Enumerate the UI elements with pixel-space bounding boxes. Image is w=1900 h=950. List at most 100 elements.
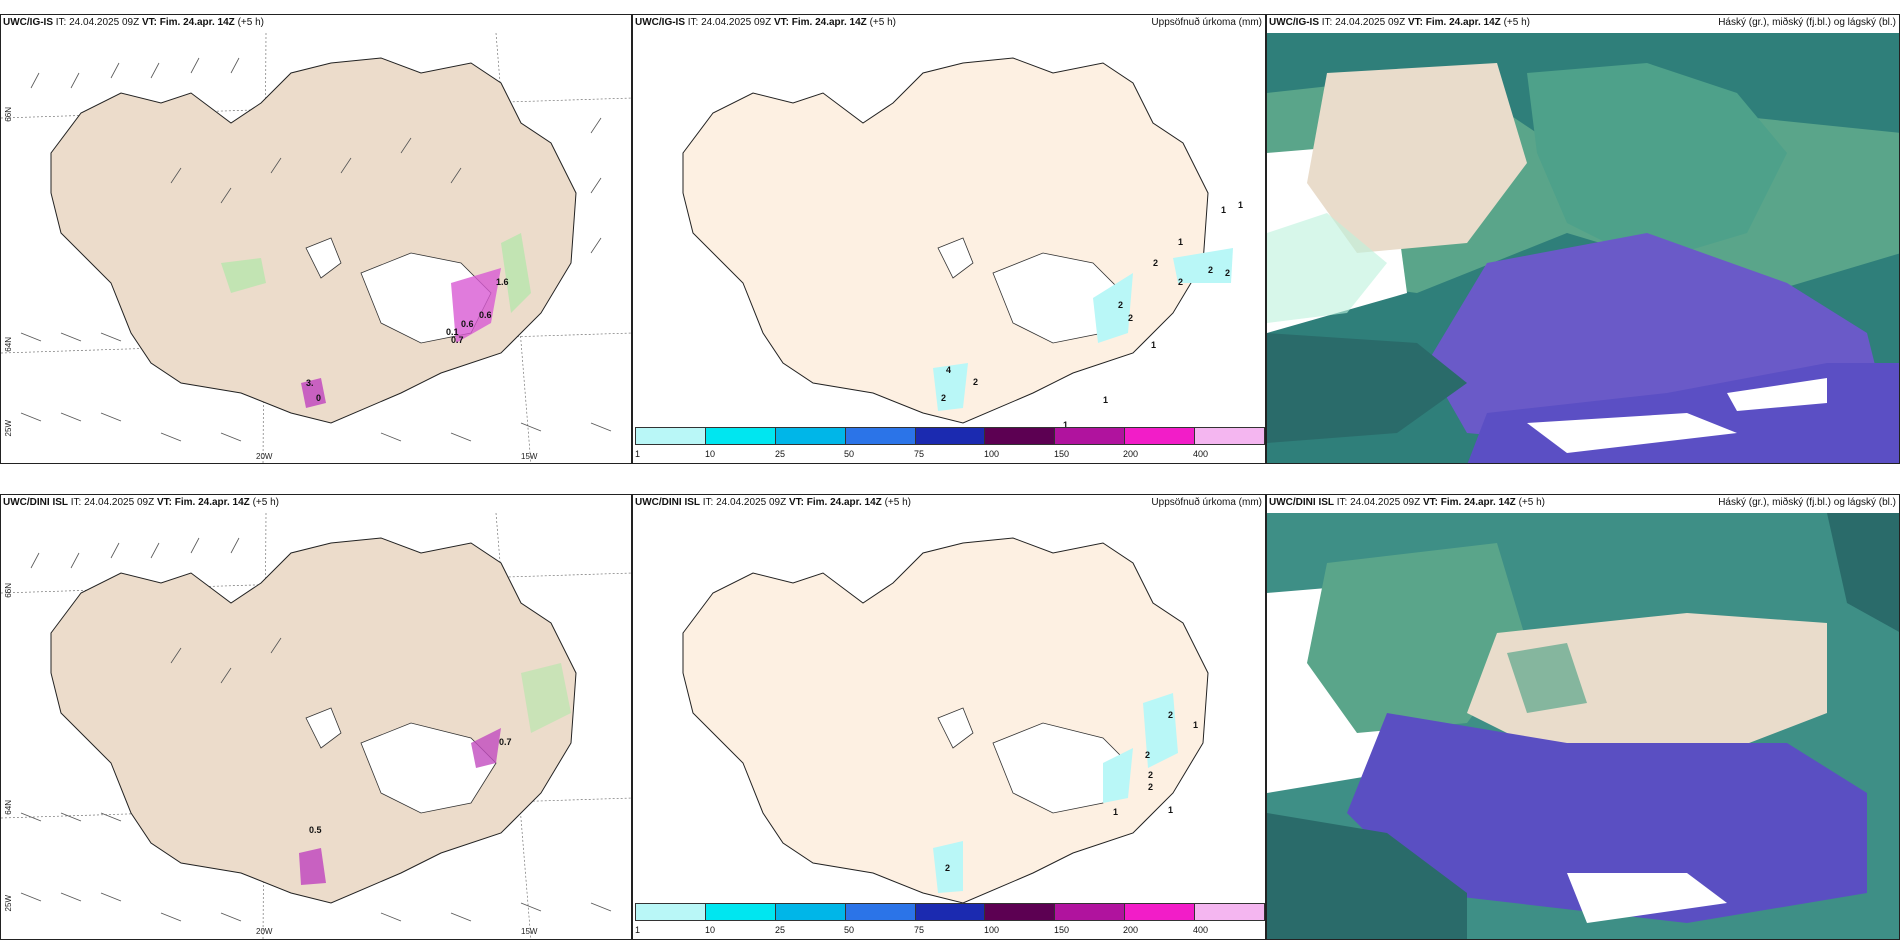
- precip-value: 2: [1118, 300, 1124, 310]
- colorbar-swatch: [636, 904, 706, 920]
- precip-value: 2: [1128, 313, 1134, 323]
- colorbar-swatch: [845, 904, 916, 920]
- wind-value: 0: [316, 393, 322, 403]
- precip-value: 1: [1178, 237, 1184, 247]
- wind-value: 0.1: [446, 327, 459, 337]
- panel-title: UWC/IG-IS IT: 24.04.2025 09Z VT: Fim. 24…: [1269, 17, 1530, 28]
- precip-colorbar: [635, 427, 1265, 445]
- lat-label: 64N: [4, 800, 13, 815]
- panel-title: UWC/DINI ISL IT: 24.04.2025 09Z VT: Fim.…: [3, 497, 279, 508]
- lon-label: 25W: [4, 895, 13, 912]
- precip-value: 1: [1168, 805, 1174, 815]
- wind-value: 0.7: [499, 737, 512, 747]
- field-label: Uppsöfnuð úrkoma (mm): [1151, 497, 1262, 508]
- panel-title: UWC/IG-IS IT: 24.04.2025 09Z VT: Fim. 24…: [3, 17, 264, 28]
- map-panel-dini-precip: UWC/DINI ISL IT: 24.04.2025 09Z VT: Fim.…: [632, 494, 1266, 940]
- wind-value: 0.5: [309, 825, 322, 835]
- precip-value: 2: [1208, 265, 1214, 275]
- field-label: Háský (gr.), miðský (fj.bl.) og lágský (…: [1718, 17, 1896, 28]
- colorbar-swatch: [775, 904, 846, 920]
- map-panel-ig-wind: UWC/IG-IS IT: 24.04.2025 09Z VT: Fim. 24…: [0, 14, 632, 464]
- map-panel-ig-precip: UWC/IG-IS IT: 24.04.2025 09Z VT: Fim. 24…: [632, 14, 1266, 464]
- colorbar-tick: 75: [914, 925, 925, 935]
- colorbar-tick: 400: [1193, 925, 1209, 935]
- colorbar-tick: 25: [775, 925, 786, 935]
- precip-value: 2: [1178, 277, 1184, 287]
- precip-value: 1: [1151, 340, 1157, 350]
- precip-value: 2: [1145, 750, 1151, 760]
- cloud-map: [1267, 513, 1899, 939]
- colorbar-tick: 100: [984, 449, 1000, 459]
- precip-value: 2: [1168, 710, 1174, 720]
- lon-label: 20W: [256, 452, 273, 461]
- precip-value: 2: [1225, 268, 1231, 278]
- colorbar-swatch: [775, 428, 846, 444]
- precip-value: 1: [1221, 205, 1227, 215]
- colorbar-swatch: [705, 904, 776, 920]
- wind-value: 3.: [306, 378, 314, 388]
- precip-value: 2: [945, 863, 951, 873]
- map-panel-ig-clouds: UWC/IG-IS IT: 24.04.2025 09Z VT: Fim. 24…: [1266, 14, 1900, 464]
- wind-value: 0.7: [451, 335, 464, 345]
- precip-value: 4: [946, 365, 952, 375]
- colorbar-tick: 50: [844, 449, 855, 459]
- lon-label: 20W: [256, 927, 273, 936]
- lat-label: 66N: [4, 583, 13, 598]
- precip-value: 1: [1238, 200, 1244, 210]
- lon-label: 25W: [4, 420, 13, 437]
- lat-label: 66N: [4, 107, 13, 122]
- colorbar-tick: 25: [775, 449, 786, 459]
- colorbar-tick: 1: [635, 925, 641, 935]
- precip-value: 2: [1153, 258, 1159, 268]
- map-panel-dini-wind: UWC/DINI ISL IT: 24.04.2025 09Z VT: Fim.…: [0, 494, 632, 940]
- precip-value: 2: [973, 377, 979, 387]
- colorbar-tick: 50: [844, 925, 855, 935]
- panel-title: UWC/IG-IS IT: 24.04.2025 09Z VT: Fim. 24…: [635, 17, 896, 28]
- panel-title: UWC/DINI ISL IT: 24.04.2025 09Z VT: Fim.…: [1269, 497, 1545, 508]
- colorbar-swatch: [1055, 904, 1126, 920]
- colorbar-tick: 10: [705, 449, 716, 459]
- colorbar-tick: 1: [635, 449, 641, 459]
- precip-map: [682, 57, 1233, 424]
- colorbar-swatch: [845, 428, 916, 444]
- colorbar-tick: 75: [914, 449, 925, 459]
- field-label: Uppsöfnuð úrkoma (mm): [1151, 17, 1262, 28]
- precip-value: 2: [1148, 770, 1154, 780]
- panel-title: UWC/DINI ISL IT: 24.04.2025 09Z VT: Fim.…: [635, 497, 911, 508]
- precip-colorbar: [635, 903, 1265, 921]
- lon-label: 15W: [521, 927, 538, 936]
- precip-value: 1: [1103, 395, 1109, 405]
- colorbar-tick: 400: [1193, 449, 1209, 459]
- precip-value: 1: [1113, 807, 1119, 817]
- colorbar-swatch: [1195, 904, 1265, 920]
- colorbar-swatch: [915, 904, 986, 920]
- precip-value: 1: [1193, 720, 1199, 730]
- precip-map: [682, 537, 1209, 904]
- colorbar-swatch: [1055, 428, 1126, 444]
- colorbar-tick: 100: [984, 925, 1000, 935]
- colorbar-swatch: [985, 428, 1056, 444]
- wind-value: 1.6: [496, 277, 509, 287]
- colorbar-tick: 200: [1123, 449, 1139, 459]
- colorbar-tick: 10: [705, 925, 716, 935]
- colorbar-swatch: [705, 428, 776, 444]
- field-label: Háský (gr.), miðský (fj.bl.) og lágský (…: [1718, 497, 1896, 508]
- wind-value: 0.6: [461, 319, 474, 329]
- colorbar-swatch: [915, 428, 986, 444]
- wind-map: [1, 513, 631, 939]
- lon-label: 15W: [521, 452, 538, 461]
- wind-value: 0.6: [479, 310, 492, 320]
- lat-label: 64N: [4, 337, 13, 352]
- precip-value: 1: [1063, 420, 1069, 430]
- map-panel-dini-clouds: UWC/DINI ISL IT: 24.04.2025 09Z VT: Fim.…: [1266, 494, 1900, 940]
- colorbar-swatch: [1195, 428, 1265, 444]
- precip-value: 2: [1148, 782, 1154, 792]
- colorbar-tick: 200: [1123, 925, 1139, 935]
- colorbar-tick: 150: [1054, 449, 1070, 459]
- colorbar-swatch: [1125, 904, 1196, 920]
- precip-value: 2: [941, 393, 947, 403]
- colorbar-swatch: [985, 904, 1056, 920]
- colorbar-swatch: [1125, 428, 1196, 444]
- colorbar-tick: 150: [1054, 925, 1070, 935]
- cloud-map: [1267, 33, 1899, 463]
